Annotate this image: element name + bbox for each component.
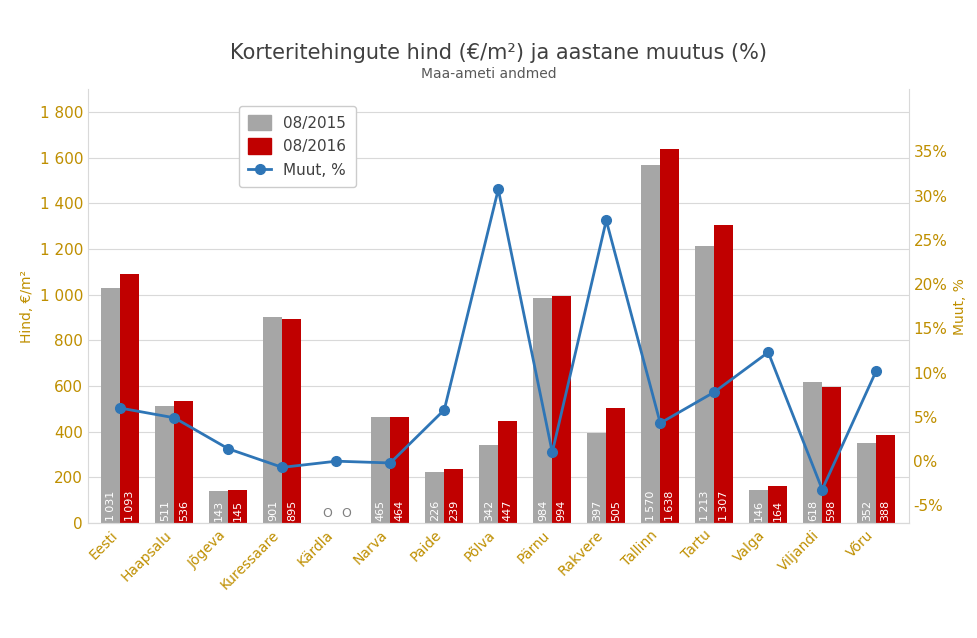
Text: 895: 895 (287, 500, 297, 521)
Bar (371, 417, 390, 523)
Bar (660, 149, 679, 523)
Y-axis label: Muut, %: Muut, % (953, 278, 967, 335)
Text: 352: 352 (862, 500, 871, 521)
Bar (155, 406, 174, 523)
Bar (533, 299, 552, 523)
Bar (209, 491, 229, 523)
Text: 1 570: 1 570 (646, 491, 656, 521)
Legend: 08/2015, 08/2016, Muut, %: 08/2015, 08/2016, Muut, % (239, 106, 356, 187)
Text: 511: 511 (160, 500, 170, 521)
Bar (823, 387, 841, 523)
Bar (445, 468, 463, 523)
Text: 145: 145 (233, 500, 242, 521)
Bar (696, 246, 714, 523)
Bar (641, 165, 660, 523)
Text: 447: 447 (503, 500, 513, 521)
Text: O: O (341, 507, 351, 520)
Bar (858, 443, 876, 523)
Text: 1 638: 1 638 (664, 491, 675, 521)
Bar (229, 490, 247, 523)
Bar (102, 288, 120, 523)
Bar (498, 421, 517, 523)
Bar (120, 274, 139, 523)
Text: 994: 994 (557, 500, 567, 521)
Text: O: O (321, 507, 332, 520)
Bar (264, 318, 282, 523)
Bar (876, 434, 895, 523)
Text: 1 307: 1 307 (719, 491, 729, 521)
Bar (282, 319, 301, 523)
Text: 505: 505 (611, 500, 620, 521)
Text: 143: 143 (214, 500, 224, 521)
Text: 1 213: 1 213 (700, 491, 709, 521)
Title: Korteritehingute hind (€/m²) ja aastane muutus (%): Korteritehingute hind (€/m²) ja aastane … (230, 43, 767, 63)
Text: 598: 598 (827, 500, 836, 521)
Bar (425, 471, 445, 523)
Bar (749, 490, 768, 523)
Text: 465: 465 (376, 500, 386, 521)
Text: 164: 164 (773, 500, 783, 521)
Text: 342: 342 (484, 500, 493, 521)
Text: 618: 618 (808, 500, 818, 521)
Text: 464: 464 (395, 500, 404, 521)
Text: 1 093: 1 093 (125, 491, 135, 521)
Text: Maa-ameti andmed: Maa-ameti andmed (421, 67, 556, 81)
Text: 901: 901 (268, 500, 277, 521)
Bar (607, 408, 625, 523)
Bar (390, 417, 409, 523)
Bar (480, 445, 498, 523)
Text: 1 031: 1 031 (106, 491, 116, 521)
Y-axis label: Hind, €/m²: Hind, €/m² (20, 270, 34, 343)
Bar (768, 486, 787, 523)
Text: 397: 397 (592, 500, 602, 521)
Bar (803, 382, 823, 523)
Text: 984: 984 (537, 500, 548, 521)
Text: 146: 146 (754, 500, 764, 521)
Bar (587, 433, 607, 523)
Text: 536: 536 (179, 500, 189, 521)
Bar (174, 401, 193, 523)
Text: 226: 226 (430, 500, 440, 521)
Bar (552, 296, 572, 523)
Text: 388: 388 (880, 500, 891, 521)
Text: 239: 239 (448, 500, 459, 521)
Bar (714, 225, 733, 523)
